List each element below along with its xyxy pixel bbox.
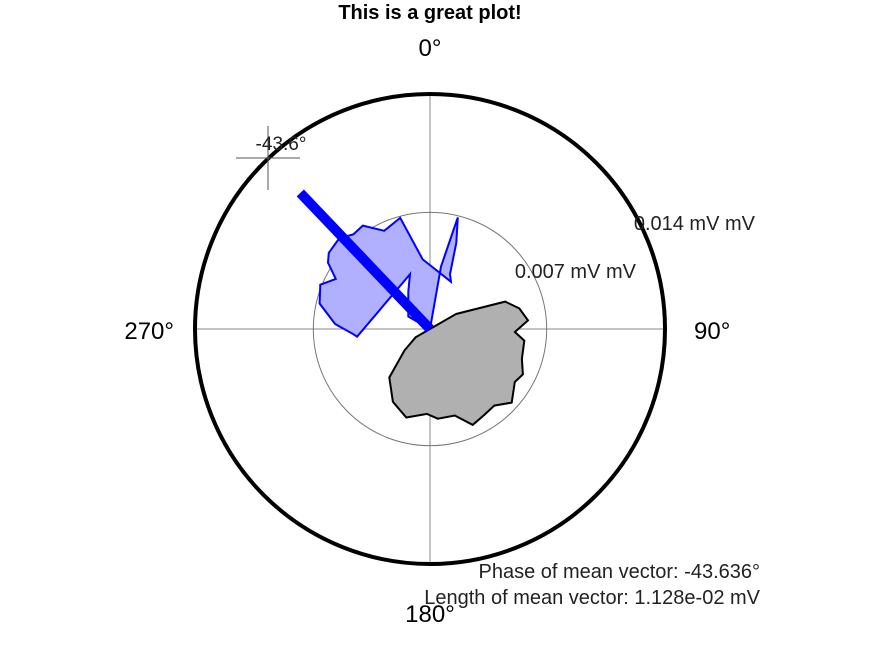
chart-title: This is a great plot! xyxy=(338,2,521,24)
length-annotation: Length of mean vector: 1.128e-02 mV xyxy=(424,587,760,609)
polar-grid xyxy=(193,92,667,566)
ring-inner xyxy=(312,211,548,447)
angle-label-270: 270° xyxy=(124,318,174,345)
series-2-area xyxy=(388,300,530,427)
phase-annotation: Phase of mean vector: -43.636° xyxy=(479,561,761,583)
mean-vector-layer xyxy=(236,126,434,333)
angle-label-0: 0° xyxy=(419,35,442,62)
mean-vector-marker-label: -43.6° xyxy=(256,134,307,155)
mean-vector-line xyxy=(296,189,434,333)
angle-label-90: 90° xyxy=(694,318,730,345)
ring-label-inner: 0.007 mV mV xyxy=(515,261,637,283)
outer-circle xyxy=(193,92,667,566)
ring-label-outer: 0.014 mV mV xyxy=(634,213,756,235)
angle-label-180: 180° xyxy=(405,601,455,628)
